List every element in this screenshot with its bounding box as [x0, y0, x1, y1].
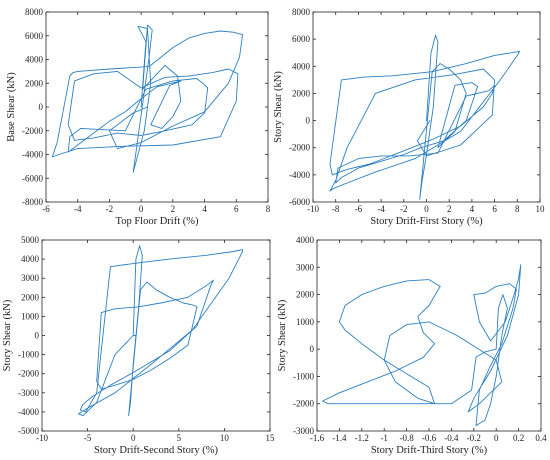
x-tick-label: 0	[494, 433, 499, 443]
y-tick-label: 8000	[25, 7, 44, 17]
y-tick-label: 2000	[25, 78, 44, 88]
y-tick-label: 4000	[21, 254, 40, 264]
x-tick-label: -6	[355, 204, 363, 214]
x-tick-label: -10	[36, 433, 48, 443]
y-tick-label: 2000	[296, 290, 315, 300]
x-tick-label: -0.6	[422, 433, 437, 443]
x-tick-label: 0	[131, 433, 136, 443]
x-tick-label: 5	[177, 433, 182, 443]
chart-bottom-left-second-story: -10 -5 0 5 10 15 -5000 -4000 -3000 -2000 -1000 0 100…	[2, 235, 275, 456]
plot-frame	[45, 11, 269, 203]
x-axis-label: Story Drift-Third Story (%)	[371, 445, 488, 456]
y-tick-label: 1000	[296, 317, 315, 327]
y-tick-label: 4000	[25, 55, 44, 65]
x-tick-label: 10	[536, 204, 546, 214]
y-tick-label: 6000	[292, 34, 311, 44]
y-tick-label: -3000	[18, 388, 39, 398]
x-tick-label: 0	[424, 204, 429, 214]
y-tick-label: -4000	[22, 150, 43, 160]
x-tick-label: 0	[139, 204, 144, 214]
x-tick-label: -1.4	[332, 433, 347, 443]
x-tick-label: 6	[234, 204, 239, 214]
x-tick-label: 2	[447, 204, 452, 214]
y-tick-label: 4000	[296, 235, 315, 245]
y-tick-label: 2000	[21, 292, 40, 302]
chart-bottom-right-third-story: -1.6 -1.4 -1.2 -1 -0.8 -0.6 -0.4 -0.2 0 0.2 0.4 -30…	[277, 235, 547, 456]
x-tick-label: -2	[106, 204, 114, 214]
x-tick-label: 6	[492, 204, 497, 214]
y-tick-label: 4000	[292, 61, 311, 71]
x-tick-label: 10	[220, 433, 230, 443]
x-tick-label: 2	[171, 204, 176, 214]
y-tick-label: 8000	[292, 7, 311, 17]
x-tick-label: -1.6	[310, 433, 325, 443]
y-tick-label: -2000	[293, 399, 314, 409]
hysteresis-curve-0	[329, 34, 521, 200]
y-tick-label: 1000	[21, 311, 40, 321]
y-tick-label: -2000	[22, 126, 43, 136]
x-axis-label: Top Floor Drift (%)	[116, 216, 199, 227]
x-tick-label: -0.4	[444, 433, 459, 443]
hysteresis-curve-0	[51, 24, 244, 173]
y-tick-label: 0	[306, 116, 311, 126]
x-axis-label: Story Drift-First Story (%)	[370, 216, 483, 227]
x-tick-label: -1	[380, 433, 388, 443]
y-tick-label: -1000	[293, 371, 314, 381]
y-tick-label: 0	[39, 102, 44, 112]
y-axis-label: Story Shear (kN)	[277, 299, 288, 371]
y-axis-label: Base Shear (kN)	[6, 72, 17, 142]
x-axis-label: Story Drift-Second Story (%)	[94, 445, 218, 456]
y-tick-label: -2000	[18, 369, 39, 379]
x-tick-label: -0.8	[399, 433, 414, 443]
x-tick-label: -2	[400, 204, 408, 214]
y-tick-label: 2000	[292, 88, 311, 98]
x-tick-label: 15	[266, 433, 276, 443]
y-tick-label: -8000	[22, 197, 43, 207]
y-axis-label: Story Shear (kN)	[2, 299, 13, 371]
x-tick-label: 4	[202, 204, 207, 214]
x-tick-label: -6	[42, 204, 50, 214]
y-tick-label: -6000	[22, 173, 43, 183]
x-tick-label: -0.2	[467, 433, 481, 443]
hysteresis-curve-0	[78, 245, 244, 417]
x-tick-label: 0.4	[535, 433, 547, 443]
plot-frame	[41, 239, 271, 432]
y-tick-label: 0	[35, 331, 40, 341]
y-tick-label: 6000	[25, 31, 44, 41]
chart-top-left-base-shear: -6 -4 -2 0 2 4 6 8 -8000 -6000 -4000 -2000 0 2000 4000…	[6, 7, 271, 227]
y-tick-label: -5000	[18, 426, 39, 436]
y-tick-label: 5000	[21, 235, 40, 245]
x-tick-label: 0.2	[513, 433, 524, 443]
y-axis-label: Story Shear (kN)	[273, 71, 284, 143]
x-tick-label: 4	[470, 204, 475, 214]
y-tick-label: -6000	[289, 197, 310, 207]
x-tick-label: -8	[332, 204, 340, 214]
y-tick-label: 3000	[21, 273, 40, 283]
x-tick-label: -4	[377, 204, 385, 214]
y-tick-label: 0	[310, 344, 315, 354]
x-tick-label: -4	[74, 204, 82, 214]
y-tick-label: -1000	[18, 350, 39, 360]
plot-frame	[312, 11, 541, 203]
x-tick-label: -1.2	[355, 433, 369, 443]
x-tick-label: -5	[84, 433, 92, 443]
chart-top-right-first-story: -10 -8 -6 -4 -2 0 2 4 6 8 10 -6000 -4000 -2000 0 2000 40…	[273, 7, 545, 227]
x-tick-label: 8	[266, 204, 271, 214]
y-tick-label: -4000	[18, 407, 39, 417]
y-tick-label: -3000	[293, 426, 314, 436]
y-tick-label: 3000	[296, 262, 315, 272]
hysteresis-curve-0	[322, 264, 522, 426]
y-tick-label: -4000	[289, 170, 310, 180]
x-tick-label: -10	[307, 204, 319, 214]
y-tick-label: -2000	[289, 143, 310, 153]
x-tick-label: 8	[515, 204, 520, 214]
